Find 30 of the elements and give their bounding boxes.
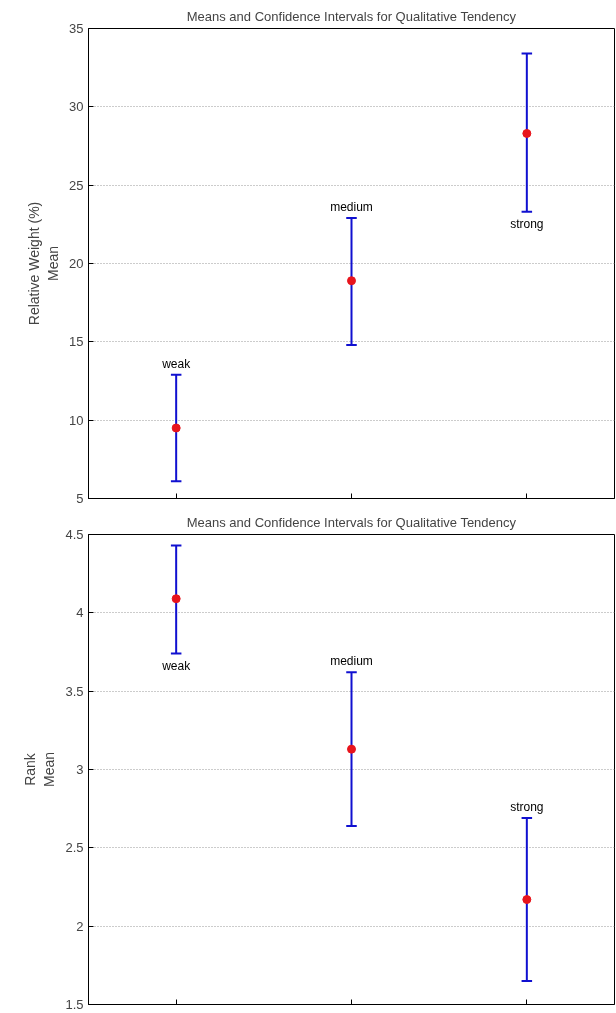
y-tick-label: 25 (69, 177, 84, 193)
y-tick-label: 10 (69, 412, 84, 428)
y-tick-label: 3 (76, 762, 84, 777)
y-tick-label: 4.5 (65, 527, 84, 542)
annotation: strong (510, 216, 544, 231)
annotation: medium (330, 200, 373, 215)
chart-title: Means and Confidence Intervals for Qualitative Tendency (186, 8, 517, 24)
chart-title: Means and Confidence Intervals for Qualitative Tendency (186, 514, 517, 530)
point (522, 895, 532, 905)
point (171, 594, 181, 604)
y-tick-label: 3.5 (65, 683, 84, 699)
y-tick-label: 15 (69, 334, 84, 350)
annotation: strong (510, 800, 544, 815)
y-tick-label: 2.5 (65, 840, 84, 856)
point (171, 423, 181, 433)
y-axis-title: Rank Mean (22, 751, 58, 788)
y-tick-label: 2 (76, 918, 84, 934)
y-tick-label: 1.5 (65, 997, 84, 1012)
y-tick-label: 30 (69, 99, 84, 115)
point (347, 744, 356, 754)
y-tick-label: 4 (76, 605, 84, 621)
y-tick-label: 5 (76, 491, 84, 506)
y-tick-label: 35 (69, 21, 84, 36)
annotation: weak (161, 658, 192, 673)
annotation: medium (330, 654, 373, 669)
y-tick-label: 20 (69, 256, 84, 271)
annotation: weak (161, 356, 192, 371)
point (347, 276, 356, 286)
y-axis-title: Relative Weight (%) Mean (25, 201, 62, 326)
point (522, 128, 532, 138)
